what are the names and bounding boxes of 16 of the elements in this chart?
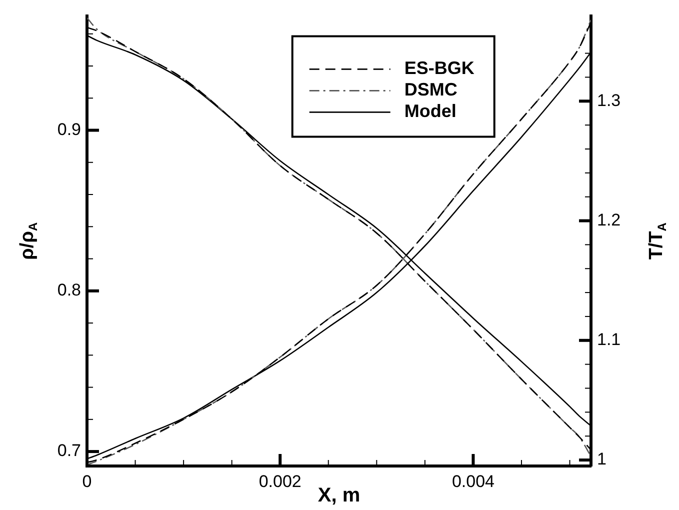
y2-tick-label: 1.1 (597, 330, 621, 350)
legend-label: ES-BGK (404, 58, 474, 78)
y-tick-label: 0.8 (57, 280, 81, 300)
x-tick-label: 0.004 (452, 472, 494, 491)
legend-label: DSMC (404, 80, 458, 100)
x-axis-title: X, m (318, 484, 360, 507)
x-tick-label: 0 (82, 472, 92, 491)
y-tick-label: 0.7 (57, 441, 81, 460)
y-axis-title: ρ/ρA (17, 222, 40, 260)
y-tick-label: 0.9 (57, 120, 81, 139)
y2-tick-label: 1.3 (597, 90, 621, 110)
y2-axis-title: T/TA (646, 222, 670, 260)
y2-tick-label: 1 (597, 450, 606, 469)
y2-tick-label: 1.2 (597, 210, 621, 230)
legend-label: Model (404, 101, 456, 122)
x-tick-label: 0.002 (258, 472, 302, 491)
